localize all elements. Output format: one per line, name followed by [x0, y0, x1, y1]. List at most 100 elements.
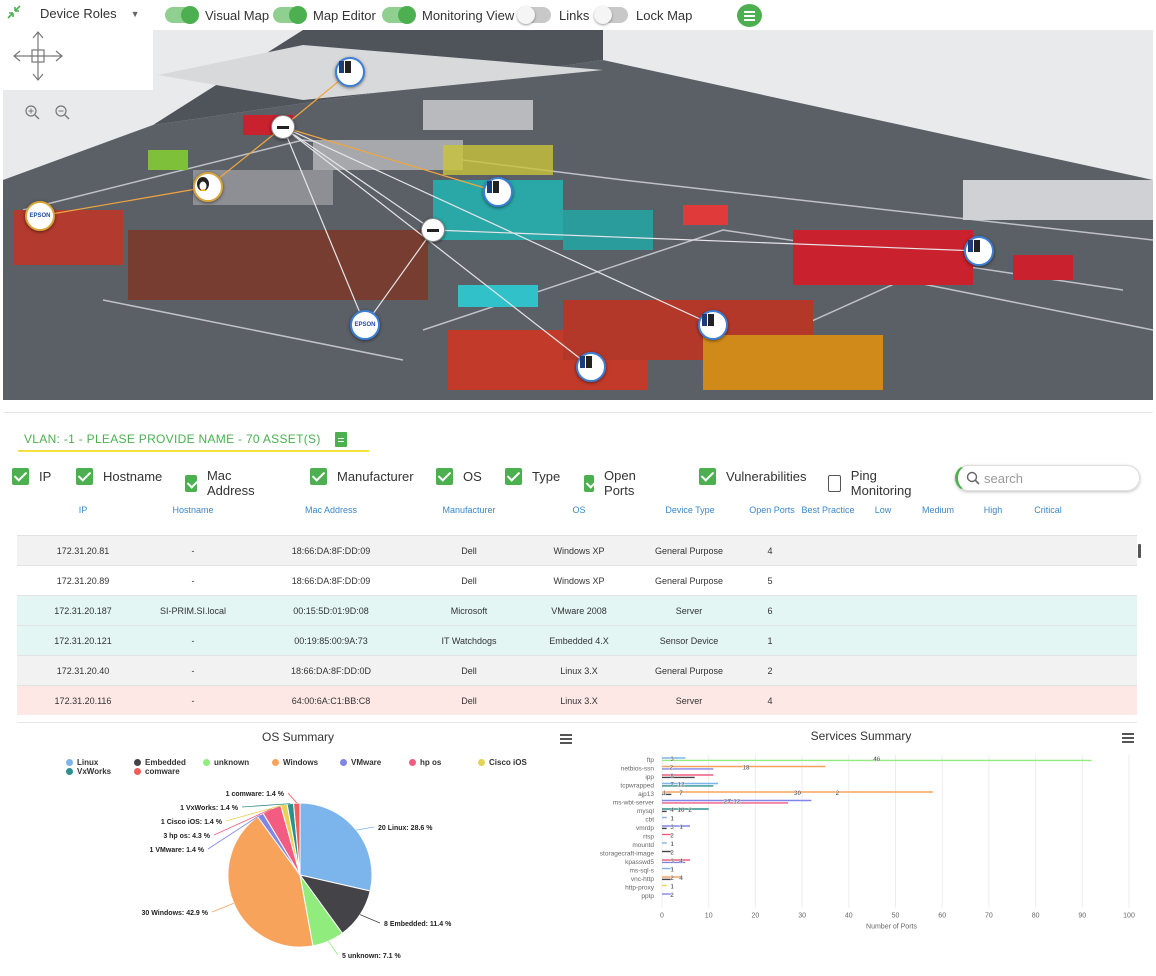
legend-item-cisco-ios[interactable]: Cisco iOS [478, 758, 527, 767]
category-label: tcpwrapped [620, 783, 654, 790]
checkbox-vulnerabilities[interactable]: Vulnerabilities [699, 468, 806, 485]
switch-track[interactable] [594, 6, 628, 24]
cell-device-type: General Purpose [654, 546, 724, 556]
toggle-visual-map[interactable]: Visual Map [165, 6, 269, 24]
linux-node[interactable] [193, 172, 223, 202]
menu-button[interactable] [737, 4, 762, 27]
pie-connector-cisco-ios [225, 804, 285, 822]
checkbox-type[interactable]: Type [505, 468, 560, 485]
checkbox-label: Manufacturer [337, 469, 414, 484]
switch-track[interactable] [517, 6, 551, 24]
pie-connector-comware [287, 792, 298, 804]
export-document-icon[interactable] [334, 431, 347, 447]
cell-manufacturer: Dell [461, 666, 477, 676]
device-node[interactable] [335, 57, 365, 87]
bar-data-label: 1 [670, 867, 674, 874]
legend-item-vxworks[interactable]: VxWorks [66, 767, 111, 776]
col-header-mac-address[interactable]: Mac Address [304, 505, 358, 515]
checkbox-manufacturer[interactable]: Manufacturer [310, 468, 414, 485]
pie-slice-comware[interactable] [293, 802, 301, 876]
col-header-critical[interactable]: Critical [1034, 505, 1062, 515]
checkbox-open-ports[interactable]: Open Ports [584, 468, 643, 498]
category-label: ajp13 [638, 791, 654, 798]
hub-node[interactable] [271, 115, 295, 139]
table-row[interactable]: 172.31.20.121 - 00:19:85:00:9A:73 IT Wat… [17, 625, 1137, 655]
col-header-open-ports[interactable]: Open Ports [749, 505, 795, 515]
legend-item-windows[interactable]: Windows [272, 758, 318, 767]
col-header-manufacturer[interactable]: Manufacturer [442, 505, 496, 515]
table-row[interactable]: 172.31.20.40 - 18:66:DA:8F:DD:0D Dell Li… [17, 655, 1137, 685]
device-node[interactable] [964, 236, 994, 266]
device-node[interactable] [698, 310, 728, 340]
col-header-ip[interactable]: IP [78, 505, 88, 515]
col-header-low[interactable]: Low [874, 505, 892, 515]
col-header-best-practice[interactable]: Best Practice [801, 505, 855, 515]
visual-map-canvas[interactable]: EPSON EPSON [3, 30, 1153, 400]
search-input[interactable] [984, 470, 1124, 486]
checkbox-ping-monitoring[interactable]: Ping Monitoring [828, 468, 916, 498]
table-row[interactable]: 172.31.20.187 SI-PRIM.SI.local 00:15:5D:… [17, 595, 1137, 625]
zoom-out-icon[interactable] [55, 105, 70, 120]
col-header-high[interactable]: High [983, 505, 1003, 515]
legend-item-comware[interactable]: comware [134, 767, 180, 776]
switch-track[interactable] [382, 6, 416, 24]
checkbox-os[interactable]: OS [436, 468, 482, 485]
device-node[interactable] [576, 352, 606, 382]
category-label: ipp [645, 774, 654, 781]
cell-open-ports: 4 [767, 696, 773, 706]
services-summary-title: Services Summary [810, 729, 912, 743]
toggle-links[interactable]: Links [517, 6, 589, 24]
checkbox-ip[interactable]: IP [12, 468, 51, 485]
pie-slice-linux[interactable] [299, 802, 373, 892]
legend-item-unknown[interactable]: unknown [203, 758, 249, 767]
device-node[interactable] [483, 177, 513, 207]
printer-node[interactable]: EPSON [350, 310, 380, 340]
pie-label-hp-os: 3 hp os: 4.3 % [163, 833, 210, 840]
cell-mac: 18:66:DA:8F:DD:09 [291, 576, 371, 586]
toggle-monitoring-view[interactable]: Monitoring View [382, 6, 514, 24]
category-label: vmrdp [636, 825, 654, 832]
cell-hostname: - [191, 636, 195, 646]
checkbox-hostname[interactable]: Hostname [76, 468, 162, 485]
cell-hostname: - [191, 546, 195, 556]
device-icon [487, 181, 499, 193]
collapse-arrows-icon[interactable] [6, 4, 22, 20]
printer-node[interactable]: EPSON [25, 201, 55, 231]
category-label: cbt [645, 817, 654, 824]
legend-item-embedded[interactable]: Embedded [134, 758, 186, 767]
hub-node[interactable] [421, 218, 445, 242]
toggle-lock-map[interactable]: Lock Map [594, 6, 692, 24]
table-scrollbar[interactable] [1138, 544, 1141, 558]
legend-item-linux[interactable]: Linux [66, 758, 98, 767]
legend-item-hp-os[interactable]: hp os [409, 758, 441, 767]
bar-data-label: 8 [670, 773, 674, 780]
pie-connector-vxworks [241, 803, 291, 808]
col-header-os[interactable]: OS [572, 505, 586, 515]
zoom-in-icon[interactable] [25, 105, 40, 120]
table-row[interactable]: 172.31.20.116 - 64:00:6A:C1:BB:C8 Dell L… [17, 685, 1137, 715]
bar-data-label: 27 [724, 799, 732, 806]
device-roles-select[interactable]: Device Roles ▼ [40, 6, 140, 21]
bar-data-label: 2 [670, 833, 674, 840]
table-header: IP Hostname Mac Address Manufacturer OS … [17, 505, 1137, 519]
os-chart-menu-icon[interactable] [560, 734, 572, 744]
vlan-tab[interactable]: VLAN: -1 - PLEASE PROVIDE NAME - 70 ASSE… [18, 428, 369, 452]
bar-data-label: 2 [688, 807, 692, 814]
col-header-device-type[interactable]: Device Type [665, 505, 715, 515]
col-header-medium[interactable]: Medium [921, 505, 955, 515]
checkbox-label: OS [463, 469, 482, 484]
switch-track[interactable] [273, 6, 307, 24]
cell-device-type: General Purpose [654, 576, 724, 586]
services-chart-menu-icon[interactable] [1122, 733, 1134, 743]
legend-item-vmware[interactable]: VMware [340, 758, 381, 767]
cell-os: Windows XP [553, 546, 605, 556]
search-box[interactable] [955, 465, 1140, 491]
checkbox-mac-address[interactable]: Mac Address [185, 468, 260, 498]
switch-track[interactable] [165, 6, 199, 24]
table-row[interactable]: 172.31.20.89 - 18:66:DA:8F:DD:09 Dell Wi… [17, 565, 1137, 595]
category-label: vnc-http [631, 876, 655, 883]
table-row[interactable]: 172.31.20.81 - 18:66:DA:8F:DD:09 Dell Wi… [17, 535, 1137, 565]
col-header-hostname[interactable]: Hostname [172, 505, 214, 515]
toggle-map-editor[interactable]: Map Editor [273, 6, 376, 24]
cell-ip: 172.31.20.121 [54, 636, 112, 646]
